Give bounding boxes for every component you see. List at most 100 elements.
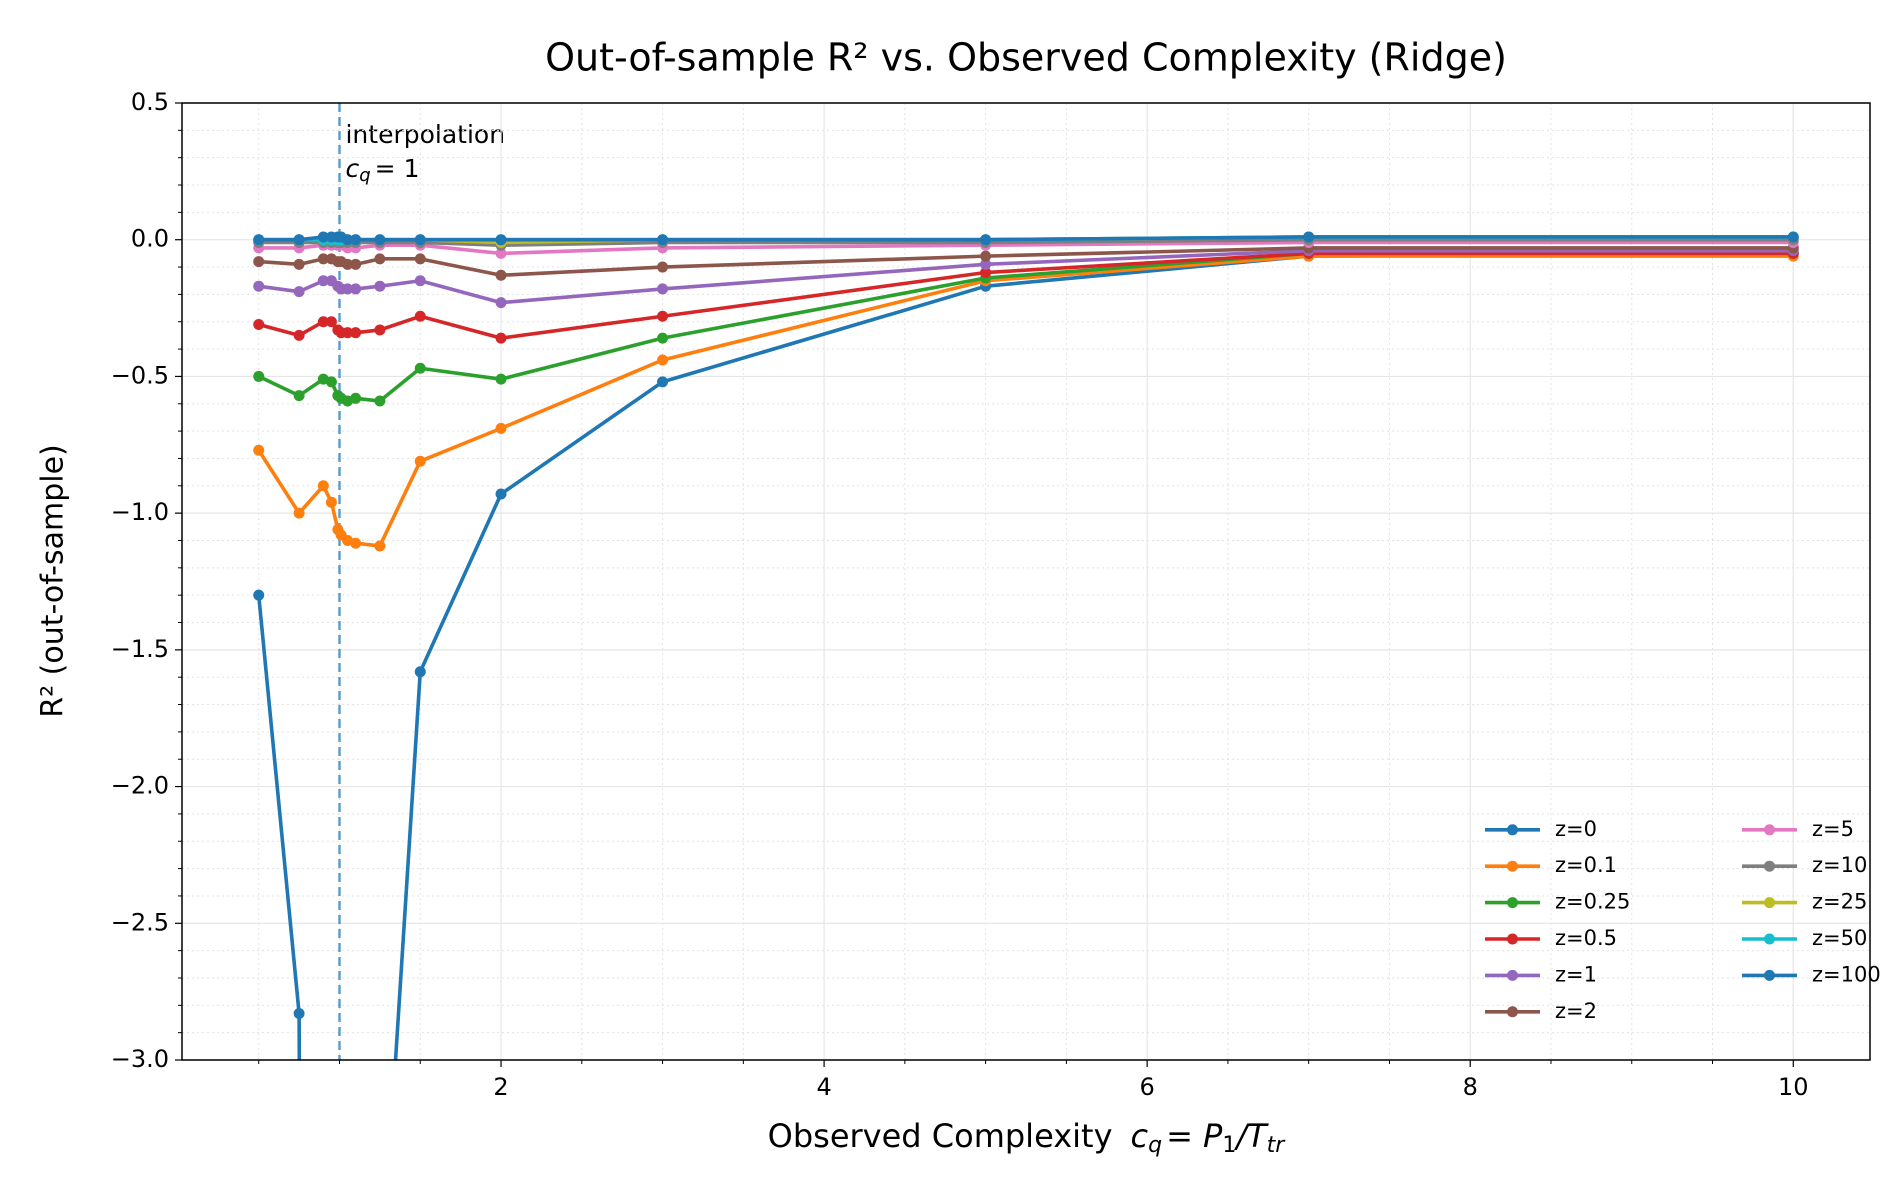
data-point	[414, 275, 426, 287]
x-tick-label: 6	[1140, 1073, 1155, 1101]
data-point	[657, 283, 669, 295]
data-point	[374, 395, 386, 407]
data-point	[325, 496, 337, 508]
data-point	[325, 376, 337, 388]
legend-label: z=10	[1812, 853, 1867, 877]
data-point	[374, 324, 386, 336]
y-tick-label: −2.0	[111, 772, 169, 800]
x-label-math: c	[1131, 1117, 1149, 1155]
data-point	[342, 283, 354, 295]
data-point	[253, 280, 265, 292]
x-label-sub: tr	[1267, 1133, 1287, 1158]
data-point	[414, 666, 426, 678]
y-tick-label: −1.5	[111, 635, 169, 663]
data-point	[414, 310, 426, 322]
data-point	[350, 537, 362, 549]
data-point	[495, 373, 507, 385]
series-line	[256, 251, 1794, 1060]
y-tick-label: 0.5	[131, 88, 169, 116]
data-point	[342, 234, 354, 246]
data-point	[350, 283, 362, 295]
data-point	[980, 250, 992, 262]
data-point	[350, 258, 362, 270]
legend-label: z=0	[1555, 817, 1597, 841]
legend-marker	[1507, 933, 1518, 945]
data-point	[1787, 231, 1799, 243]
data-point	[342, 327, 354, 339]
data-point	[350, 327, 362, 339]
legend-marker	[1764, 824, 1775, 836]
data-point	[495, 247, 507, 259]
data-point	[495, 297, 507, 309]
legend-marker	[1764, 969, 1775, 981]
legend: z=0 z=0.1 z=0.25 z=0.5 z=1 z=2 z=5 z=10 z=25 z=50…	[1485, 817, 1881, 1023]
data-point	[293, 507, 305, 519]
annotation: interpolation cq = 1	[345, 120, 505, 186]
legend-label: z=50	[1812, 926, 1867, 950]
legend-label: z=1	[1555, 962, 1597, 986]
legend-marker	[1764, 860, 1775, 872]
x-tick-label: 2	[493, 1073, 508, 1101]
data-point	[1303, 231, 1315, 243]
data-point	[350, 392, 362, 404]
data-point	[253, 370, 265, 382]
legend-label: z=25	[1812, 890, 1867, 914]
data-point	[317, 253, 329, 265]
data-point	[414, 234, 426, 246]
x-label-math: = P	[1166, 1117, 1223, 1155]
data-point	[293, 258, 305, 270]
annotation-math-rest: = 1	[375, 154, 420, 183]
axes-frame	[181, 102, 1871, 1061]
data-point	[657, 310, 669, 322]
data-point	[293, 390, 305, 402]
legend-marker	[1507, 897, 1518, 909]
data-point	[253, 318, 265, 330]
legend-marker	[1507, 969, 1518, 981]
data-point	[980, 267, 992, 279]
data-point	[980, 234, 992, 246]
data-point	[253, 589, 265, 601]
data-point	[317, 231, 329, 243]
data-point	[317, 275, 329, 287]
data-point	[657, 234, 669, 246]
x-label-sub: 1	[1222, 1133, 1236, 1158]
data-point	[293, 286, 305, 298]
legend-marker	[1507, 1006, 1518, 1018]
x-label-text: Observed Complexity	[768, 1117, 1113, 1155]
data-point	[253, 256, 265, 268]
legend-label: z=0.25	[1555, 890, 1630, 914]
annotation-math: cq = 1	[345, 154, 419, 186]
data-point	[317, 480, 329, 492]
data-point	[495, 234, 507, 246]
data-point	[414, 253, 426, 265]
data-point	[293, 234, 305, 246]
data-point	[317, 316, 329, 328]
legend-label: z=0.5	[1555, 926, 1617, 950]
legend-label: z=2	[1555, 999, 1597, 1023]
data-point	[253, 444, 265, 456]
annotation-math-sub: q	[359, 165, 370, 186]
plot-area	[253, 231, 1799, 1060]
legend-marker	[1764, 897, 1775, 909]
data-point	[374, 280, 386, 292]
data-point	[414, 455, 426, 467]
data-point	[253, 234, 265, 246]
data-point	[657, 376, 669, 388]
data-point	[657, 354, 669, 366]
chart-title: Out-of-sample R² vs. Observed Complexity…	[545, 36, 1507, 80]
annotation-text: interpolation	[345, 120, 505, 149]
data-point	[495, 332, 507, 344]
data-point	[414, 362, 426, 374]
data-point	[980, 258, 992, 270]
legend-marker	[1507, 824, 1518, 836]
y-tick-label: −2.5	[111, 908, 169, 936]
data-point	[342, 258, 354, 270]
legend-label: z=100	[1812, 962, 1881, 986]
x-tick-label: 10	[1778, 1073, 1809, 1101]
x-tick-label: 4	[816, 1073, 831, 1101]
x-label-sub: q	[1148, 1133, 1162, 1158]
data-point	[293, 329, 305, 341]
x-axis-label: Observed Complexity cq = P1/Ttr	[768, 1117, 1287, 1158]
